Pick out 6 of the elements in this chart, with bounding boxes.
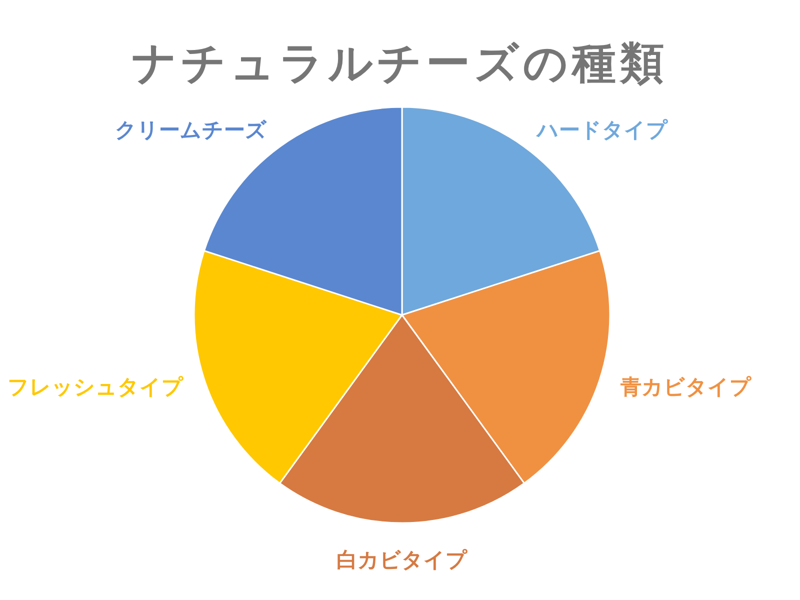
slice-label: 白カビタイプ <box>336 548 468 572</box>
chart-title: ナチュラルチーズの種類 <box>132 38 668 89</box>
slice-label: フレッシュタイプ <box>7 375 184 400</box>
slice-label: クリームチーズ <box>114 118 267 142</box>
slice-label: ハードタイプ <box>535 118 668 142</box>
slice-label: 青カビタイプ <box>620 375 752 400</box>
